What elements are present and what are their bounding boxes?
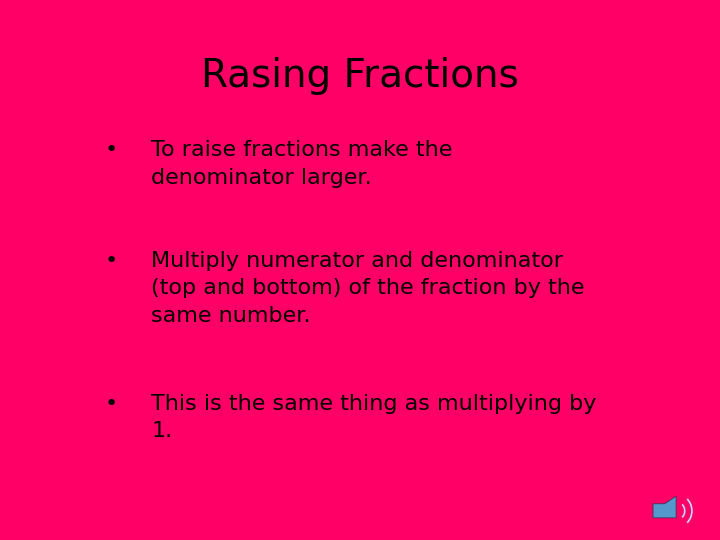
Text: Rasing Fractions: Rasing Fractions — [201, 57, 519, 94]
Polygon shape — [653, 496, 676, 518]
Text: This is the same thing as multiplying by
1.: This is the same thing as multiplying by… — [151, 394, 597, 441]
Text: •: • — [105, 394, 118, 414]
Text: To raise fractions make the
denominator larger.: To raise fractions make the denominator … — [151, 140, 453, 187]
Text: •: • — [105, 140, 118, 160]
Text: Multiply numerator and denominator
(top and bottom) of the fraction by the
same : Multiply numerator and denominator (top … — [151, 251, 585, 326]
Text: •: • — [105, 251, 118, 271]
